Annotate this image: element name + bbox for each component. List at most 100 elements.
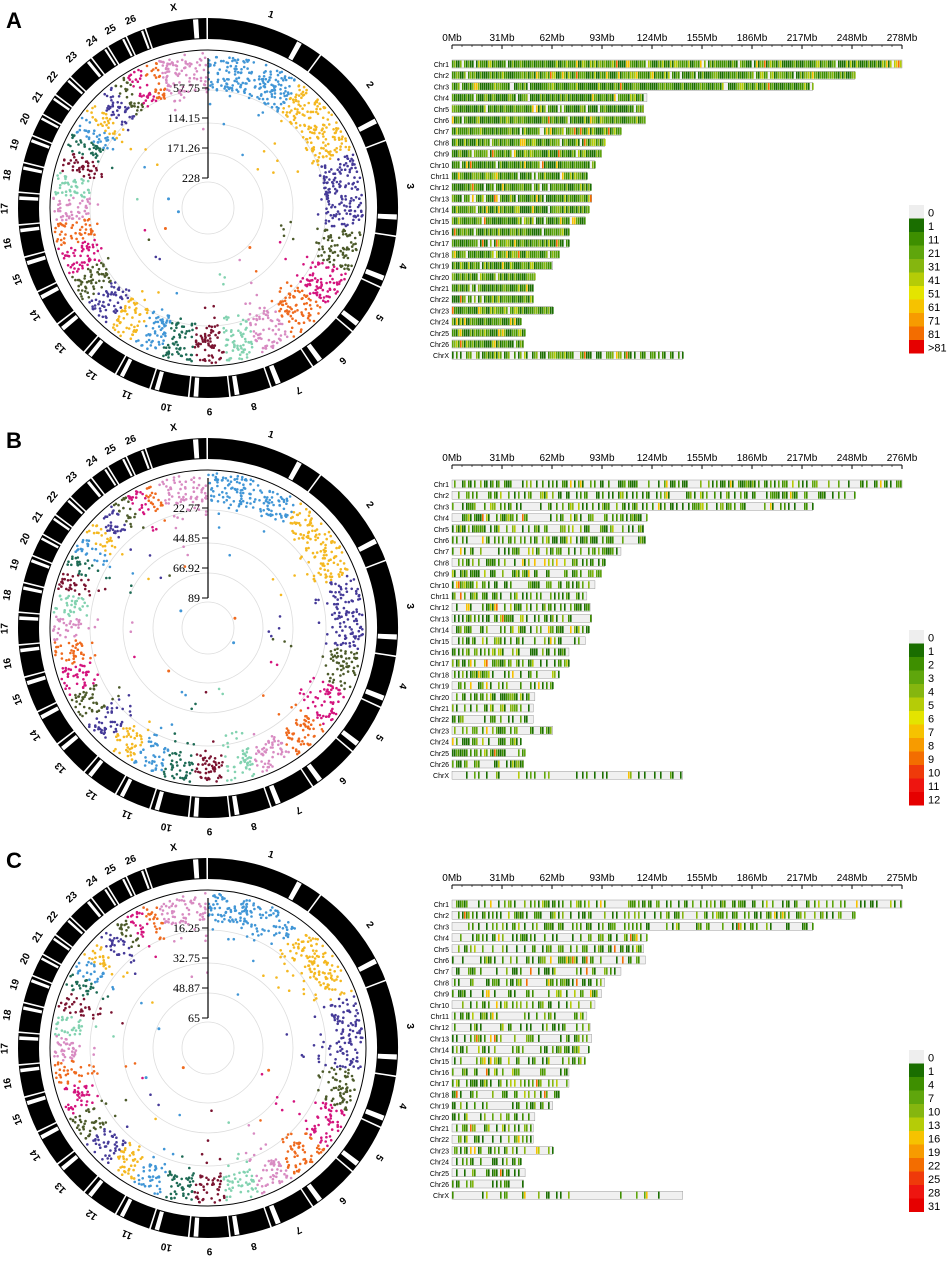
density-stripe (500, 340, 502, 348)
data-point (75, 140, 78, 143)
density-stripe (626, 351, 628, 359)
density-stripe (492, 217, 494, 225)
data-point (323, 164, 327, 167)
data-point (79, 233, 82, 236)
density-stripe (612, 127, 614, 135)
data-point (274, 518, 277, 521)
data-point (294, 532, 298, 535)
data-point (305, 507, 308, 511)
data-point (92, 164, 96, 168)
density-stripe (558, 351, 560, 359)
density-stripe (464, 82, 466, 90)
density-stripe (588, 150, 590, 158)
data-point (307, 312, 311, 315)
density-stripe (486, 318, 488, 326)
data-point (125, 95, 129, 99)
data-point (270, 634, 273, 638)
data-point (63, 182, 66, 185)
data-point (212, 760, 216, 763)
data-point (57, 247, 60, 251)
density-stripe (556, 172, 558, 180)
data-point (96, 271, 99, 274)
data-point (324, 138, 328, 141)
density-stripe (826, 60, 828, 68)
density-stripe (470, 329, 472, 337)
data-point (116, 288, 120, 291)
data-point (350, 187, 354, 190)
density-stripe (484, 329, 486, 337)
density-stripe (490, 284, 492, 292)
density-stripe (836, 71, 838, 79)
data-point (225, 89, 228, 92)
data-point (106, 295, 110, 298)
density-stripe (474, 172, 476, 180)
data-point (359, 209, 363, 213)
data-point (235, 61, 239, 64)
density-stripe (546, 161, 548, 169)
density-stripe (486, 239, 488, 247)
data-point (218, 331, 221, 334)
data-point (146, 105, 150, 108)
density-stripe (524, 273, 526, 281)
data-point (290, 76, 293, 80)
data-point (139, 69, 143, 73)
data-point (318, 533, 321, 536)
density-stripe (640, 82, 642, 90)
density-stripe (562, 351, 564, 359)
data-point (133, 70, 136, 74)
data-point (307, 560, 311, 564)
data-point (69, 144, 72, 148)
data-point (333, 192, 337, 195)
data-point (143, 228, 147, 232)
density-stripe (506, 206, 508, 214)
data-point (340, 573, 344, 576)
density-stripe (572, 351, 574, 359)
density-stripe (480, 284, 482, 292)
density-stripe (620, 116, 622, 124)
density-stripe (456, 262, 458, 270)
density-stripe (616, 105, 618, 113)
data-point (331, 251, 335, 254)
density-stripe (486, 71, 488, 79)
density-stripe (616, 127, 618, 135)
density-stripe (454, 329, 456, 337)
data-point (325, 149, 328, 153)
data-point (296, 309, 299, 312)
density-stripe (514, 284, 516, 292)
data-point (342, 667, 345, 670)
data-point (246, 747, 250, 750)
data-point (154, 255, 158, 259)
data-point (325, 126, 328, 129)
data-point (331, 702, 335, 705)
density-stripe (586, 71, 588, 79)
data-point (316, 227, 319, 231)
density-stripe (596, 60, 598, 68)
density-stripe (470, 60, 472, 68)
data-point (265, 769, 269, 772)
density-stripe (460, 239, 462, 247)
density-stripe (466, 206, 468, 214)
density-stripe (486, 340, 488, 348)
density-stripe (574, 183, 576, 191)
data-point (311, 131, 314, 135)
density-stripe (566, 206, 568, 214)
data-point (101, 304, 104, 308)
density-stripe (548, 194, 550, 202)
density-stripe (584, 161, 586, 169)
density-stripe (618, 105, 620, 113)
density-stripe (558, 239, 560, 247)
density-stripe (636, 116, 638, 124)
data-point (252, 732, 256, 736)
density-stripe (470, 340, 472, 348)
density-stripe (470, 250, 472, 258)
density-stripe (560, 194, 562, 202)
ideogram-band (30, 559, 50, 569)
density-stripe (516, 329, 518, 337)
data-point (305, 549, 308, 552)
data-point (145, 334, 148, 337)
density-stripe (528, 273, 530, 281)
density-stripe (522, 194, 524, 202)
data-point (313, 131, 316, 135)
density-stripe (486, 228, 488, 236)
